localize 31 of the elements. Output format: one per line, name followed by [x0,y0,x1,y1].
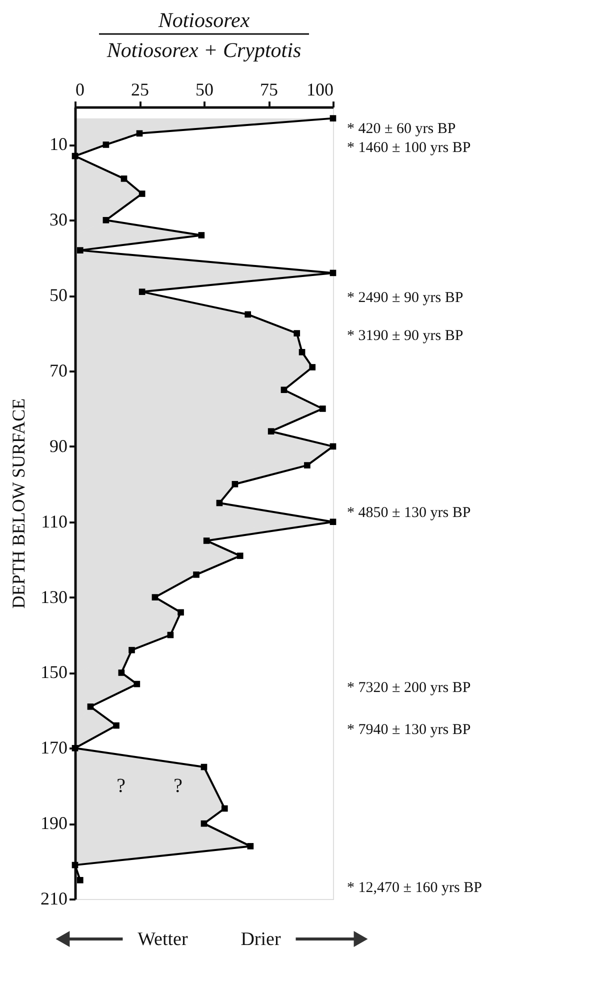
x-tick-label: 75 [260,80,278,100]
x-tick-label: 25 [131,80,149,100]
y-tick-label: 70 [50,360,68,380]
text: Wetter [138,929,188,950]
y-tick-label: 30 [50,210,68,230]
text: * 7320 ± 200 yrs BP [347,680,471,696]
annotation: ? [116,775,126,797]
y-tick-label: 170 [40,738,68,758]
annotation: ? [174,775,183,797]
y-tick-label: 210 [40,888,68,908]
text: * 1460 ± 100 yrs BP [347,140,471,156]
y-tick-label: 190 [40,813,68,834]
y-tick-label: 90 [50,436,68,456]
x-tick-label: 0 [76,80,84,100]
text: * 12,470 ± 160 yrs BP [347,880,482,896]
text: * 420 ± 60 yrs BP [347,121,456,137]
text: * 2490 ± 90 yrs BP [347,290,464,306]
y-tick-label: 130 [40,586,68,607]
x-tick-label: 50 [196,80,214,100]
y-tick-label: 50 [50,285,68,306]
text: * 7940 ± 130 yrs BP [347,722,471,738]
text: * 4850 ± 130 yrs BP [347,505,471,521]
y-tick-label: 10 [50,134,68,154]
chart-title: Notiosorex [157,8,250,32]
x-tick-label: 100 [306,80,334,100]
y-axis-title: DEPTH BELOW SURFACE [8,398,28,609]
chart-subtitle: Notiosorex + Cryptotis [106,38,302,62]
y-tick-label: 150 [40,662,68,682]
text: * 3190 ± 90 yrs BP [347,328,464,344]
text: Drier [240,929,282,950]
y-tick-label: 110 [41,511,68,532]
